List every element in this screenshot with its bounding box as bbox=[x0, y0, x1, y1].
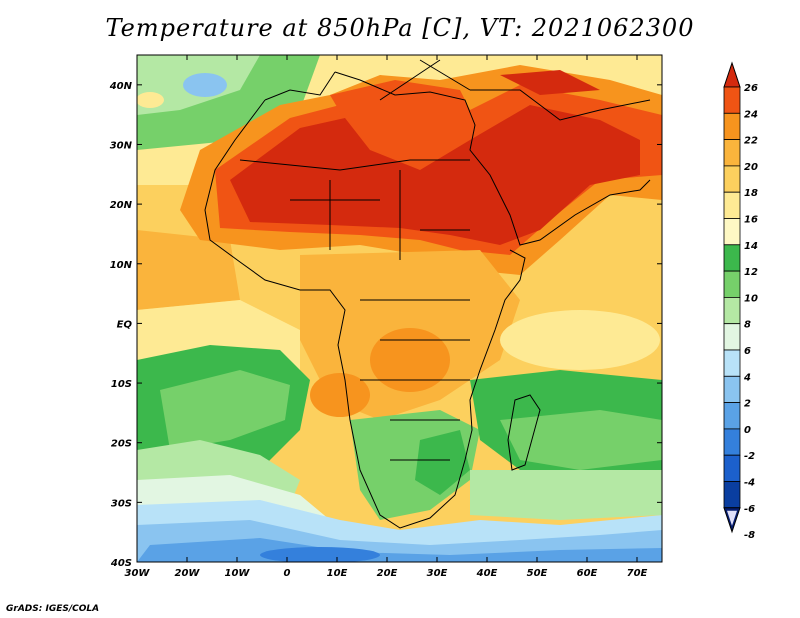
colorbar-bottom-arrow-fill bbox=[727, 510, 737, 526]
colorbar-level-label: 12 bbox=[744, 267, 758, 278]
colorbar-swatch bbox=[723, 402, 741, 430]
colorbar-level-label: 16 bbox=[744, 215, 758, 226]
lon-tick-label: 20E bbox=[377, 568, 398, 579]
colorbar-swatch bbox=[723, 481, 741, 509]
latitude-axis: 40N 30N 20N 10N EQ 10S 20S 30S 40S bbox=[109, 81, 662, 569]
colorbar-level-label: 2 bbox=[744, 399, 751, 410]
colorbar-swatch bbox=[723, 296, 741, 325]
temperature-field bbox=[137, 55, 662, 562]
colorbar-level-label: 26 bbox=[744, 83, 758, 94]
lat-tick-label: 10S bbox=[111, 379, 132, 390]
colorbar-swatch bbox=[723, 139, 741, 167]
colorbar-level-label: -2 bbox=[744, 451, 755, 462]
colorbar-level-label: 8 bbox=[744, 320, 751, 331]
colorbar-swatch bbox=[723, 428, 741, 456]
colorbar-level-label: -4 bbox=[744, 478, 755, 489]
colorbar-level-label: 18 bbox=[744, 188, 758, 199]
lon-tick-label: 30W bbox=[125, 568, 151, 579]
lat-tick-label: 20S bbox=[111, 439, 132, 450]
lon-tick-label: 20W bbox=[175, 568, 201, 579]
colorbar-level-label: 10 bbox=[744, 293, 758, 304]
lat-tick-label: 30S bbox=[111, 498, 132, 509]
colorbar-swatch bbox=[723, 323, 741, 351]
colorbar-swatch bbox=[723, 112, 741, 141]
colorbar-level-label: 14 bbox=[744, 241, 758, 252]
colorbar-swatch bbox=[723, 191, 741, 219]
colorbar-swatch bbox=[723, 349, 741, 377]
lon-tick-label: 70E bbox=[627, 568, 648, 579]
colorbar-level-label: 24 bbox=[744, 109, 758, 120]
coastline-outline bbox=[204, 59, 651, 529]
colorbar-swatch bbox=[723, 270, 741, 298]
plot-frame bbox=[136, 54, 663, 563]
colorbar-swatch bbox=[723, 86, 741, 114]
grads-credit: GrADS: IGES/COLA bbox=[6, 604, 100, 614]
colorbar-level-label: 0 bbox=[744, 425, 751, 436]
colorbar-swatch bbox=[723, 218, 741, 246]
colorbar-level-label: -8 bbox=[744, 530, 755, 541]
lon-tick-label: 30E bbox=[427, 568, 448, 579]
lon-tick-label: 10E bbox=[327, 568, 348, 579]
colorbar-swatch bbox=[723, 244, 741, 272]
lat-tick-label: EQ bbox=[117, 319, 133, 330]
lon-tick-label: 0 bbox=[284, 568, 291, 579]
colorbar-top-arrow bbox=[723, 61, 741, 88]
map-title: Temperature at 850hPa [C], VT: 202106230… bbox=[105, 14, 695, 42]
lat-tick-label: 40S bbox=[110, 558, 132, 569]
lon-tick-label: 50E bbox=[527, 568, 548, 579]
colorbar-level-label: 22 bbox=[744, 136, 758, 147]
colorbar-level-label: 20 bbox=[744, 162, 758, 173]
lat-tick-label: 20N bbox=[110, 200, 133, 211]
lat-tick-label: 40N bbox=[109, 81, 133, 92]
lon-tick-label: 10W bbox=[225, 568, 251, 579]
lat-tick-label: 30N bbox=[110, 140, 133, 151]
lon-tick-label: 60E bbox=[577, 568, 598, 579]
longitude-axis: 30W 20W 10W 0 10E 20E 30E 40E 50E 60E 70E bbox=[125, 55, 648, 579]
colorbar-level-label: 6 bbox=[744, 346, 751, 357]
colorbar-swatch bbox=[723, 454, 741, 482]
colorbar-level-label: 4 bbox=[743, 372, 751, 383]
colorbar-swatch bbox=[723, 165, 741, 193]
colorbar-swatch bbox=[723, 375, 741, 403]
lat-tick-label: 10N bbox=[110, 260, 133, 271]
colorbar-level-label: -6 bbox=[744, 504, 755, 515]
lon-tick-label: 40E bbox=[476, 568, 498, 579]
